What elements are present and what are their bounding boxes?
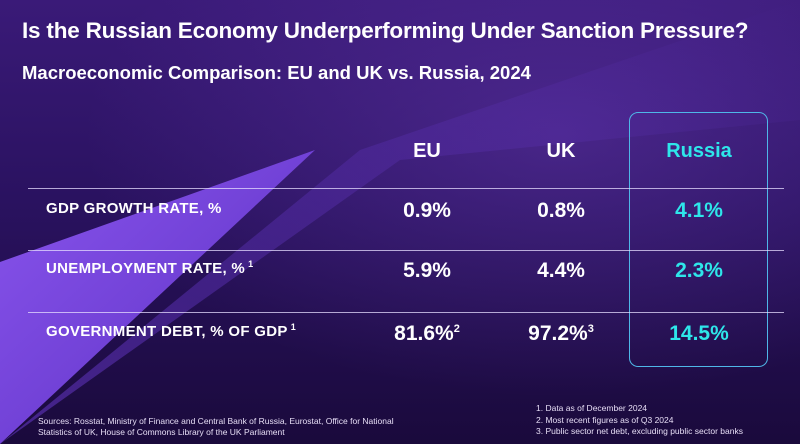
row-label-text: GOVERNMENT DEBT, % OF GDP: [46, 323, 288, 340]
row-label-footnote: 1: [248, 259, 254, 269]
footnote-2: 2. Most recent figures as of Q3 2024: [536, 414, 674, 425]
cell-gdp-russia: 4.1%: [675, 199, 723, 222]
sources-text: Sources: Rosstat, Ministry of Finance an…: [38, 416, 394, 437]
column-header-uk: UK: [546, 140, 576, 162]
cell-debt-russia: 14.5%: [669, 322, 729, 345]
cell-gdp-eu: 0.9%: [362, 199, 492, 223]
cell-debt-eu: 81.6%2: [362, 322, 492, 346]
cell-value: 81.6%: [394, 322, 454, 345]
cell-gdp-uk: 0.8%: [496, 199, 626, 223]
row-label-text: UNEMPLOYMENT RATE, %: [46, 260, 246, 277]
cell-debt-uk: 97.2%3: [496, 322, 626, 346]
cell-value: 0.8%: [537, 199, 585, 222]
russia-highlight-box: [629, 112, 768, 367]
row-label-footnote: 1: [290, 322, 296, 332]
cell-value: 4.4%: [537, 259, 585, 282]
background-triangle: [0, 150, 315, 444]
footnote-1: 1. Data as of December 2024: [536, 403, 648, 413]
cell-value: 5.9%: [403, 259, 451, 282]
column-header-russia: Russia: [666, 140, 732, 162]
row-label-text: GDP GROWTH RATE, %: [46, 200, 222, 217]
cell-footnote: 2: [453, 323, 460, 335]
cell-unemployment-russia: 2.3%: [675, 259, 723, 282]
row-divider: [28, 250, 784, 251]
cell-value: 0.9%: [403, 199, 451, 222]
cell-footnote: 3: [587, 323, 594, 335]
cell-value: 97.2%: [528, 322, 588, 345]
footnotes: 1. Data as of December 2024 2. Most rece…: [536, 403, 796, 438]
page-title: Is the Russian Economy Underperforming U…: [22, 18, 749, 43]
row-divider: [28, 188, 784, 189]
page-subtitle: Macroeconomic Comparison: EU and UK vs. …: [22, 62, 531, 83]
row-label-government-debt: GOVERNMENT DEBT, % OF GDP 1: [46, 322, 296, 340]
cell-unemployment-uk: 4.4%: [496, 259, 626, 283]
row-label-unemployment: UNEMPLOYMENT RATE, % 1: [46, 259, 253, 277]
row-label-gdp: GDP GROWTH RATE, %: [46, 199, 225, 217]
cell-unemployment-eu: 5.9%: [362, 259, 492, 283]
row-divider: [28, 312, 784, 313]
column-header-eu: EU: [413, 140, 441, 162]
footnote-3: 3. Public sector net debt, excluding pub…: [536, 426, 743, 436]
